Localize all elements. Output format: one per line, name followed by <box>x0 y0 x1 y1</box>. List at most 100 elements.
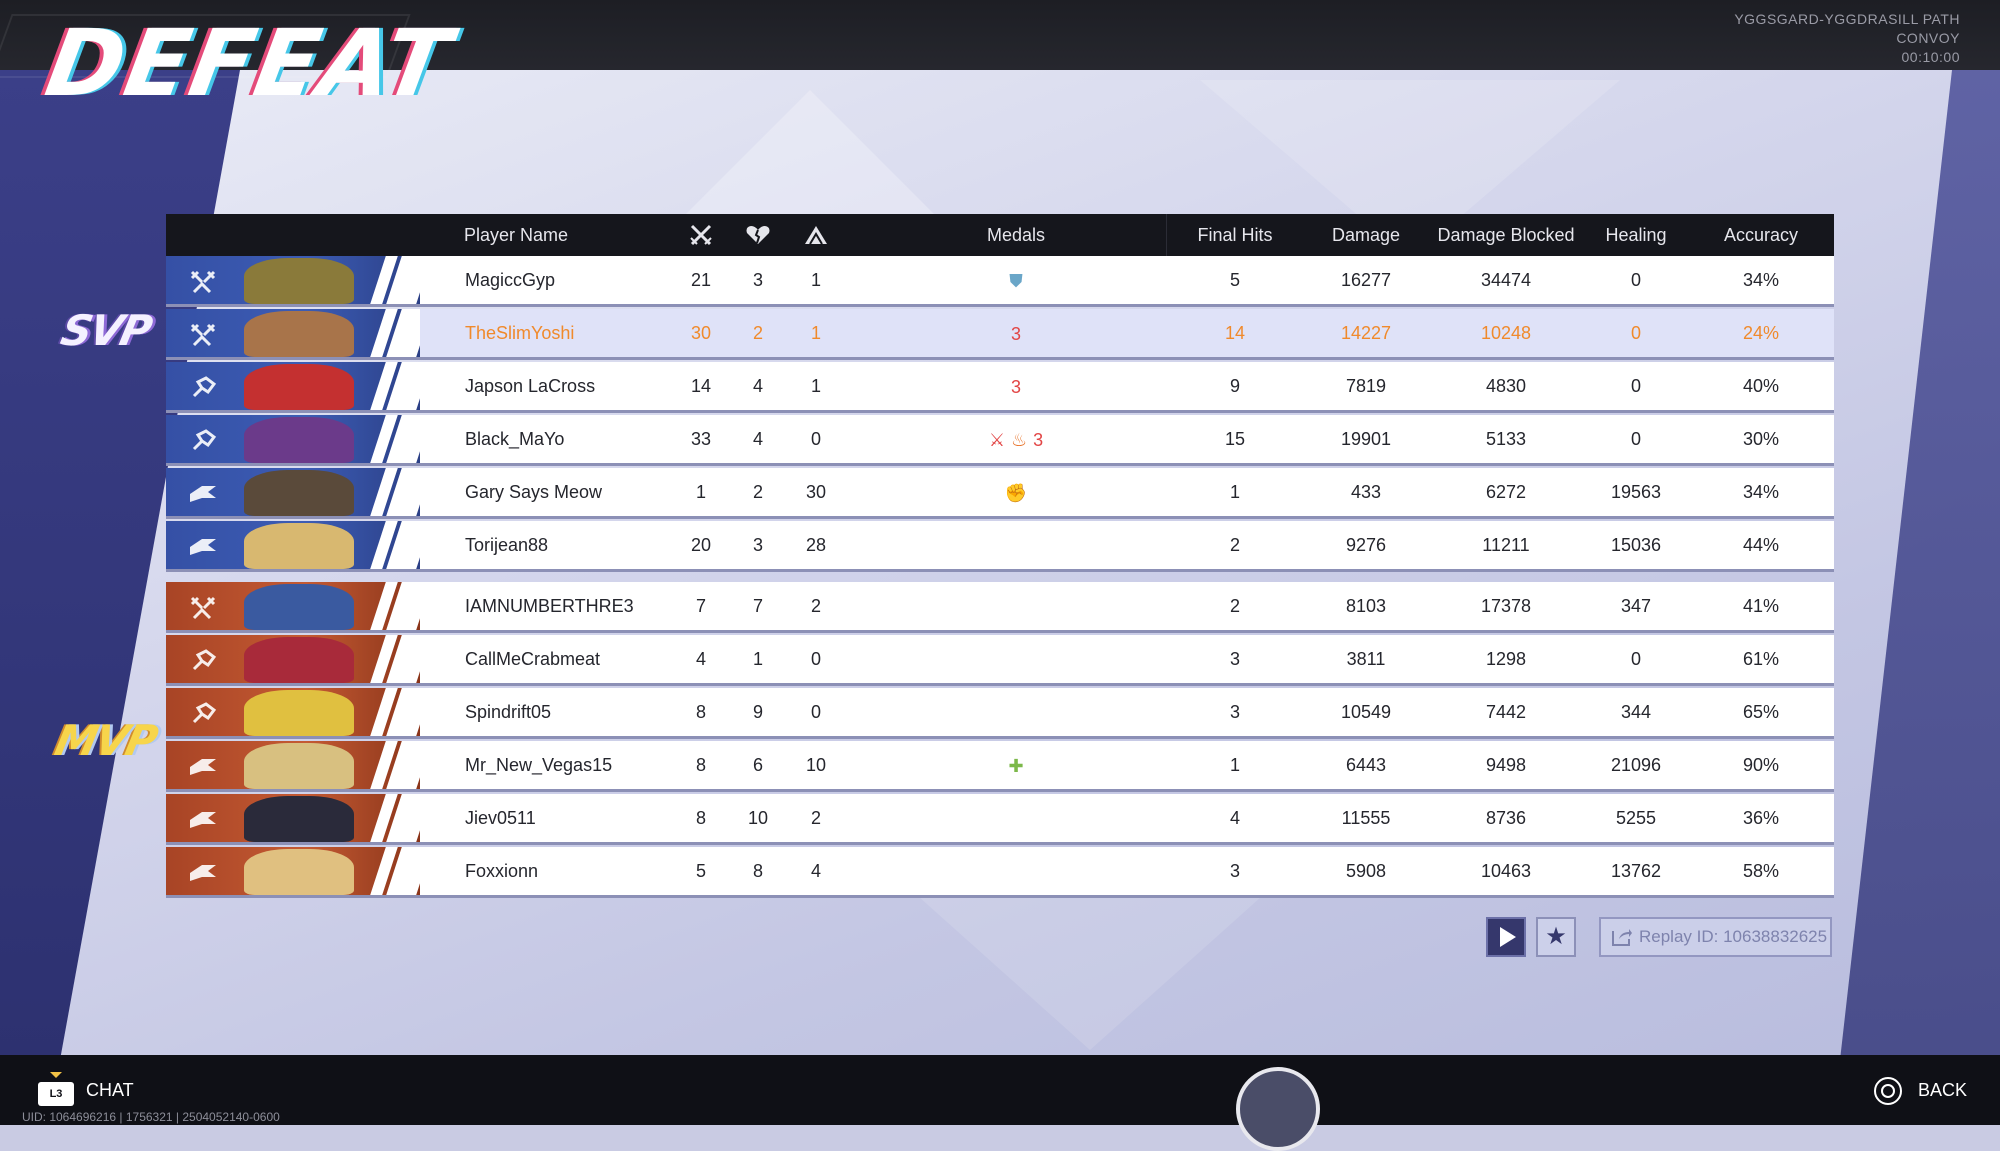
header-accuracy: Accuracy <box>1723 225 1799 245</box>
assists-value: 0 <box>810 649 821 669</box>
player-row[interactable]: Jiev0511 8 10 2 4 11555 8736 5255 36% <box>166 794 1834 845</box>
player-row[interactable]: Gary Says Meow 1 2 30 ✊ 1 433 6272 19563 34% <box>166 468 1834 519</box>
player-name: IAMNUMBERTHRE3 <box>465 596 634 616</box>
hero-portrait <box>166 309 420 357</box>
match-info: YGGSGARD-YGGDRASILL PATH CONVOY 00:10:00 <box>1734 10 1960 67</box>
accuracy-value: 44% <box>1742 535 1780 555</box>
damage-blocked-value: 34474 <box>1480 270 1532 290</box>
fire-medal-icon[interactable]: ♨ <box>1010 430 1028 451</box>
header-divider <box>1166 214 1167 256</box>
streak-medal-icon[interactable]: 3 <box>1010 324 1021 345</box>
deaths-value: 3 <box>752 535 763 555</box>
accuracy-value: 65% <box>1742 702 1780 722</box>
header-healing: Healing <box>1605 225 1667 245</box>
damage-value: 5908 <box>1345 861 1387 881</box>
player-name: MagiccGyp <box>465 270 556 290</box>
accuracy-value: 90% <box>1742 755 1780 775</box>
back-button[interactable]: BACK <box>1918 1080 1968 1100</box>
deaths-icon <box>738 214 778 260</box>
medals-cell: 3 <box>866 309 1166 358</box>
deaths-value: 8 <box>752 861 763 881</box>
accuracy-value: 36% <box>1742 808 1780 828</box>
streak-medal-icon[interactable]: 3 <box>1033 430 1044 451</box>
fist-medal-icon[interactable]: ✊ <box>1004 483 1028 504</box>
hero-portrait <box>166 794 420 842</box>
player-name: Japson LaCross <box>465 376 596 396</box>
hero-portrait-image <box>244 311 354 357</box>
kills-value: 33 <box>690 429 712 449</box>
player-row[interactable]: TheSlimYoshi 30 2 1 3 14 14227 10248 0 24% <box>166 309 1834 360</box>
deaths-value: 7 <box>752 596 763 616</box>
heal-medal-icon[interactable]: ✚ <box>1008 756 1024 777</box>
damage-blocked-value: 11211 <box>1482 535 1530 555</box>
chat-button[interactable]: CHAT <box>86 1080 134 1100</box>
hero-portrait <box>166 256 420 304</box>
header-player-name: Player Name <box>464 225 569 245</box>
damage-value: 8103 <box>1345 596 1387 616</box>
kills-value: 8 <box>695 702 706 722</box>
hero-portrait-image <box>244 470 354 516</box>
player-name: Gary Says Meow <box>465 482 603 502</box>
hero-portrait-image <box>244 523 354 569</box>
damage-blocked-value: 1298 <box>1485 649 1527 669</box>
damage-blocked-value: 10248 <box>1480 323 1532 343</box>
deaths-value: 4 <box>752 376 763 396</box>
favorite-button[interactable]: ★ <box>1536 917 1576 957</box>
player-row[interactable]: Japson LaCross 14 4 1 3 9 7819 4830 0 40% <box>166 362 1834 413</box>
hero-portrait-image <box>244 584 354 630</box>
assists-value: 0 <box>810 702 821 722</box>
hero-portrait-image <box>244 849 354 895</box>
uid-text: UID: 1064696216 | 1756321 | 2504052140-0… <box>22 1110 280 1124</box>
scoreboard-rows: MagiccGyp 21 3 1 ⛊ 5 16277 34474 0 34% TheSlimYosh… <box>166 256 1834 898</box>
final-hits-value: 5 <box>1229 270 1240 290</box>
strategist-role-icon <box>188 751 218 779</box>
header-medals: Medals <box>986 225 1046 245</box>
center-action-button[interactable] <box>1236 1067 1320 1151</box>
player-row[interactable]: Mr_New_Vegas15 8 6 10 ✚ 1 6443 9498 21096 90% <box>166 741 1834 792</box>
play-replay-button[interactable] <box>1486 917 1526 957</box>
player-name: TheSlimYoshi <box>465 323 575 343</box>
assists-value: 1 <box>810 323 821 343</box>
deaths-value: 9 <box>752 702 763 722</box>
medals-cell: 3 <box>866 362 1166 411</box>
player-row[interactable]: MagiccGyp 21 3 1 ⛊ 5 16277 34474 0 34% <box>166 256 1834 307</box>
kills-value: 5 <box>695 861 706 881</box>
kills-value: 30 <box>690 323 712 343</box>
play-icon <box>1500 927 1516 947</box>
healing-value: 21096 <box>1610 755 1662 775</box>
player-row[interactable]: Torijean88 20 3 28 2 9276 11211 15036 44% <box>166 521 1834 572</box>
replay-id-button[interactable]: Replay ID: 10638832625 <box>1599 917 1832 957</box>
deaths-value: 2 <box>752 323 763 343</box>
strategist-role-icon <box>188 531 218 559</box>
player-row[interactable]: CallMeCrabmeat 4 1 0 3 3811 1298 0 61% <box>166 635 1834 686</box>
hero-portrait-image <box>244 796 354 842</box>
bottom-bar <box>0 1055 2000 1125</box>
replay-id-label: Replay ID: 10638832625 <box>1639 927 1828 946</box>
final-hits-value: 2 <box>1229 596 1240 616</box>
deaths-value: 4 <box>752 429 763 449</box>
streak-medal-icon[interactable]: 3 <box>1010 377 1021 398</box>
assists-value: 28 <box>805 535 827 555</box>
hero-portrait <box>166 582 420 630</box>
hero-portrait-image <box>244 364 354 410</box>
kills-value: 21 <box>690 270 712 290</box>
damage-blocked-value: 4830 <box>1485 376 1527 396</box>
player-row[interactable]: Foxxionn 5 8 4 3 5908 10463 13762 58% <box>166 847 1834 898</box>
player-row[interactable]: Black_MaYo 33 4 0 ⚔ ♨ 3 15 19901 5133 0 30% <box>166 415 1834 466</box>
player-row[interactable]: IAMNUMBERTHRE3 7 7 2 2 8103 17378 347 41% <box>166 582 1834 633</box>
header-damage-blocked: Damage Blocked <box>1437 225 1575 245</box>
player-row[interactable]: Spindrift05 8 9 0 3 10549 7442 344 65% <box>166 688 1834 739</box>
hero-portrait-image <box>244 690 354 736</box>
match-duration: 00:10:00 <box>1901 49 1960 65</box>
swords-medal-icon[interactable]: ⚔ <box>988 430 1005 451</box>
shield-medal-icon[interactable]: ⛊ <box>1009 271 1023 292</box>
final-hits-value: 3 <box>1229 861 1240 881</box>
duelist-role-icon <box>188 425 218 453</box>
hero-portrait <box>166 847 420 895</box>
final-hits-value: 3 <box>1229 702 1240 722</box>
damage-blocked-value: 5133 <box>1485 429 1527 449</box>
assists-value: 4 <box>810 861 821 881</box>
player-name: Torijean88 <box>465 535 549 555</box>
scoreboard: Player Name Medals Final Hits Damage Dam… <box>166 214 1834 900</box>
kills-value: 4 <box>695 649 706 669</box>
